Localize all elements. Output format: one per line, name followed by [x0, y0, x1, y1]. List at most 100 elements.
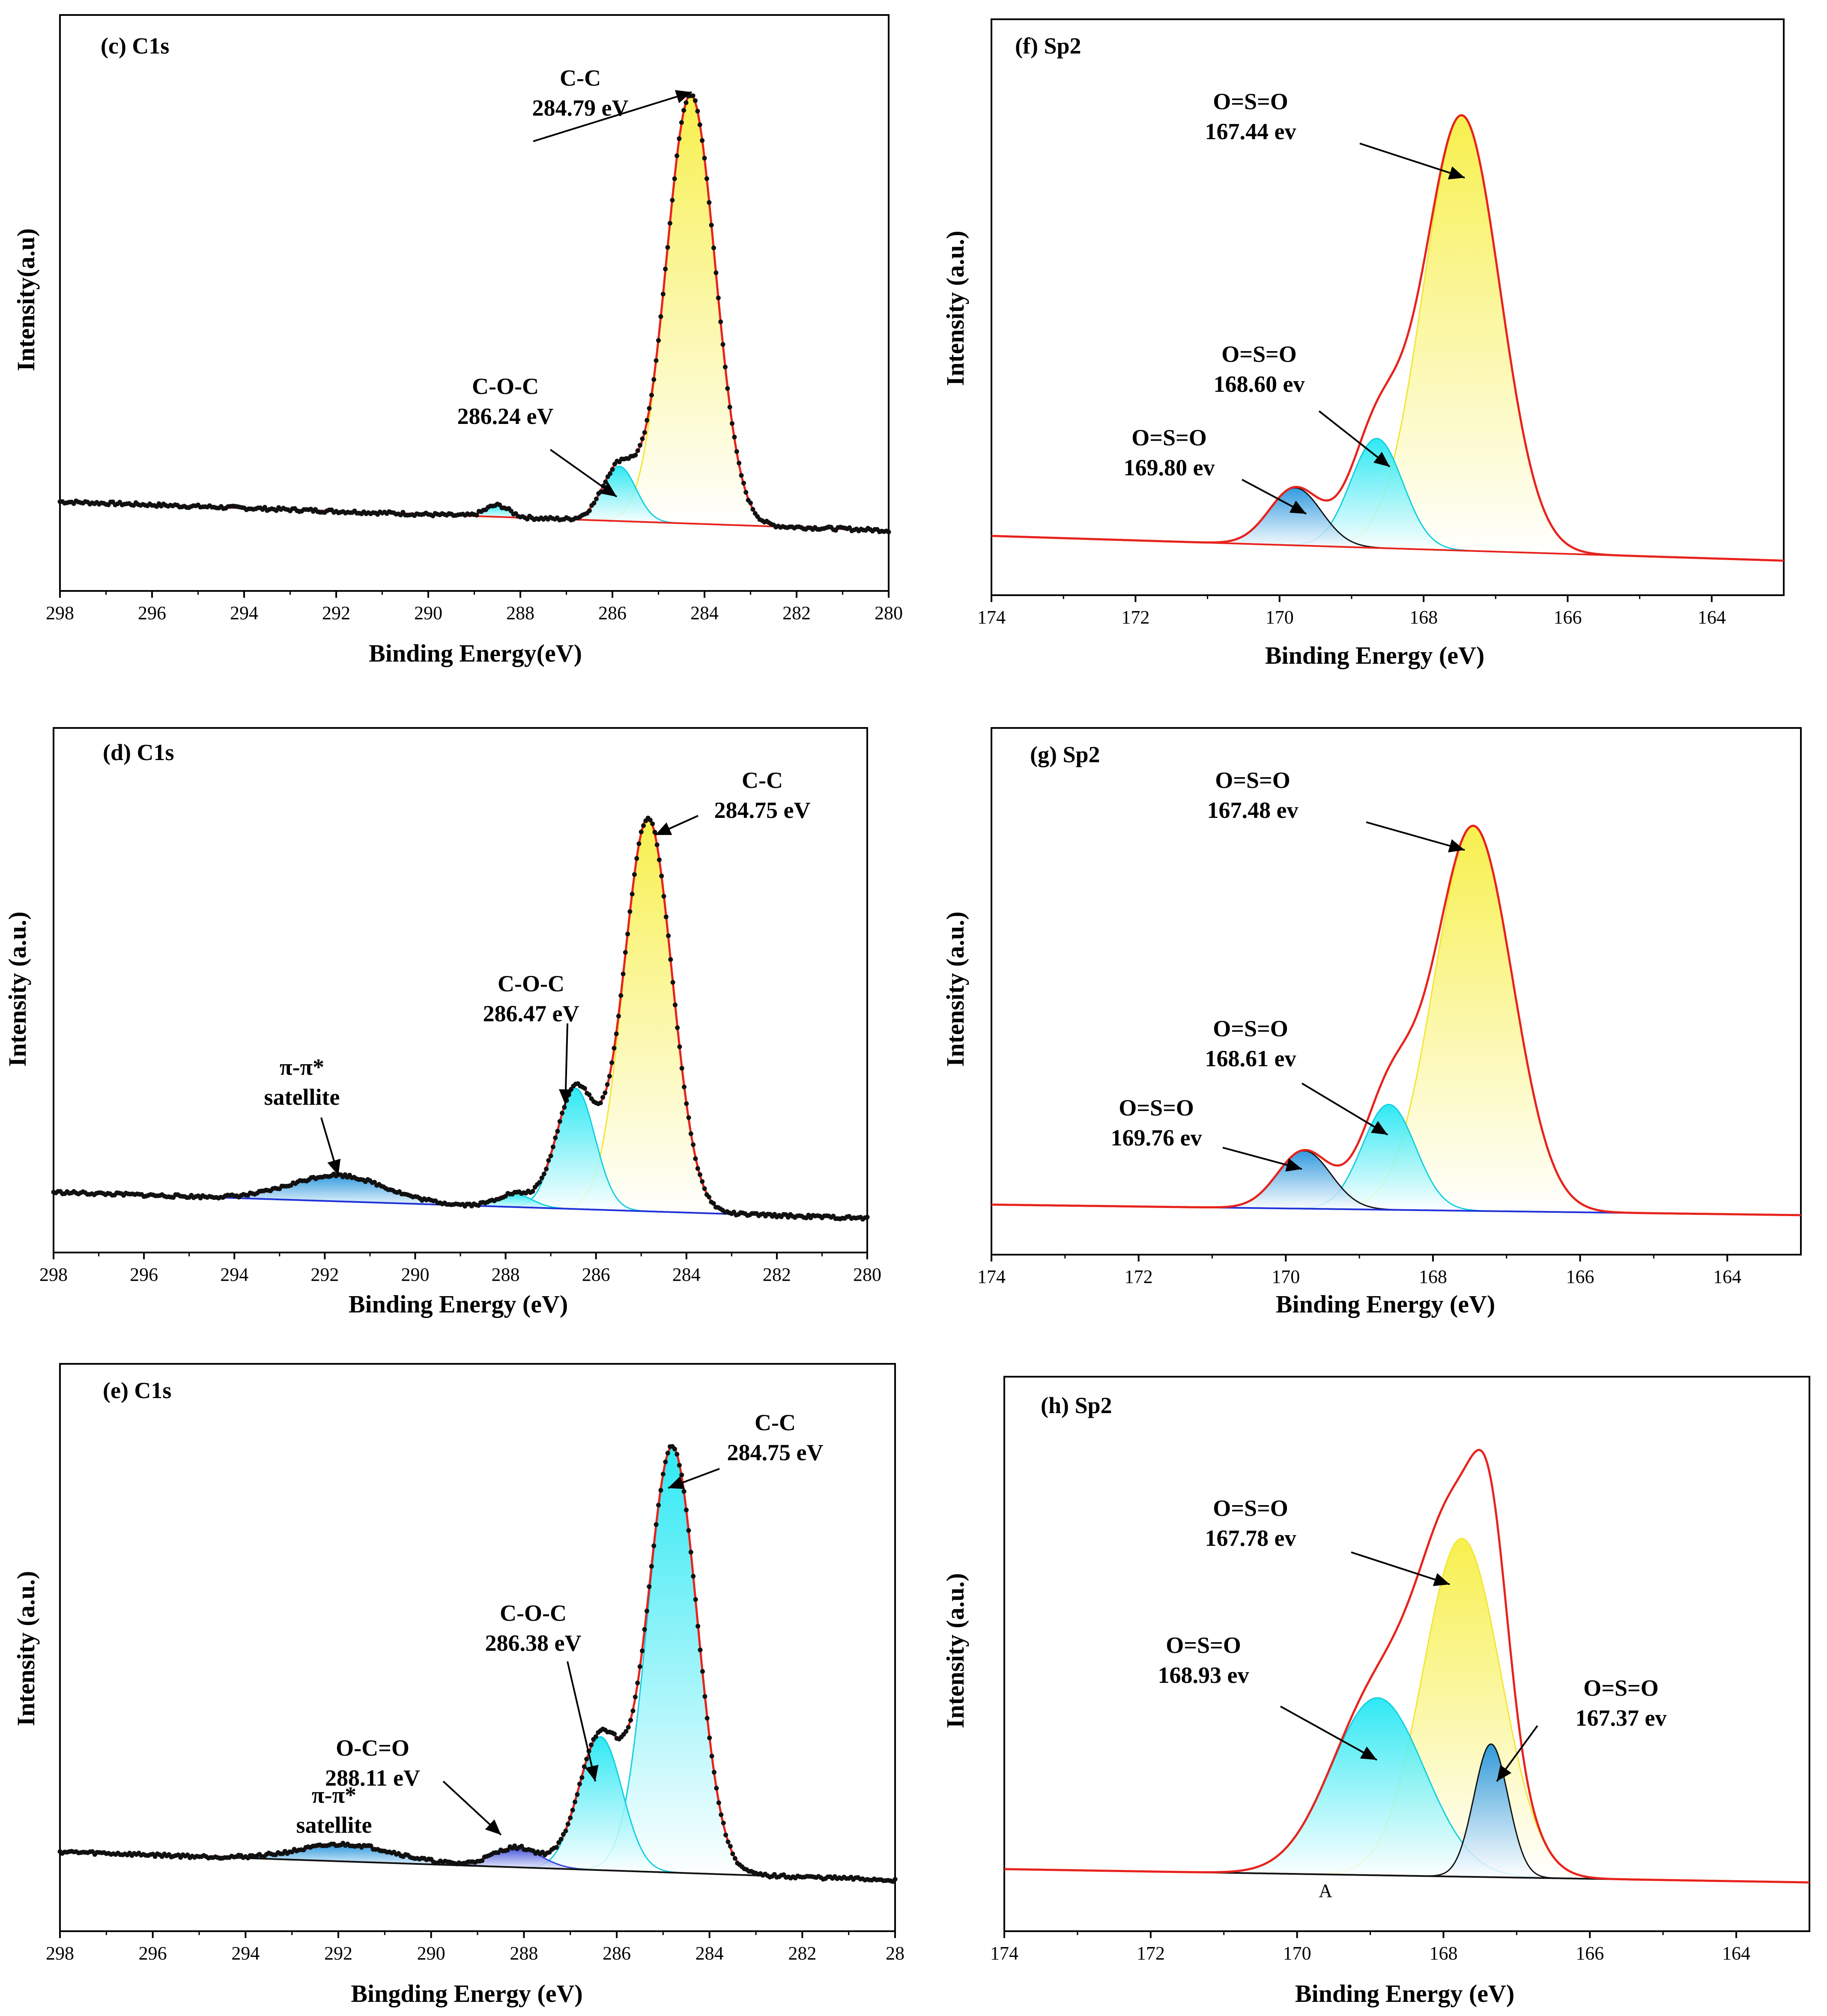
annotation-arrow-g: [1301, 1083, 1388, 1136]
x-tick-label-c: 282: [782, 602, 811, 623]
data-point: [697, 1172, 702, 1177]
data-point: [474, 513, 479, 518]
data-point: [634, 856, 639, 861]
peak-energy-h: 167.78 ev: [1205, 1525, 1296, 1551]
x-axis-label-c: Binding Energy(eV): [369, 639, 582, 667]
x-tick-label-e: 282: [788, 1943, 816, 1964]
data-point: [660, 1472, 666, 1476]
data-point: [505, 1848, 510, 1852]
x-tick-label-d: 284: [672, 1264, 701, 1285]
data-point: [695, 1166, 700, 1171]
peak-energy-g: 169.76 ev: [1111, 1125, 1202, 1151]
data-point: [675, 153, 679, 158]
data-point: [658, 314, 663, 319]
data-point: [737, 461, 742, 465]
data-point: [563, 1828, 568, 1834]
data-point: [598, 489, 603, 494]
peak-label-e: π-π*: [312, 1782, 356, 1808]
x-tick-label-c: 286: [598, 602, 627, 623]
data-point: [627, 909, 633, 914]
x-tick-label-e: 294: [231, 1943, 260, 1964]
data-point: [561, 1832, 566, 1837]
peak-label-d: π-π*: [280, 1054, 324, 1080]
x-tick-label-f: 166: [1553, 607, 1582, 628]
data-point: [707, 1195, 712, 1199]
data-point: [573, 1799, 577, 1804]
x-tick-label-e: 288: [510, 1943, 538, 1964]
data-point: [725, 1839, 731, 1844]
data-point: [635, 1680, 640, 1685]
data-point: [702, 1186, 707, 1191]
peak-energy-c: 286.24 eV: [457, 403, 554, 429]
data-point: [732, 435, 737, 440]
x-tick-label-e: 290: [417, 1943, 445, 1964]
data-point: [734, 449, 739, 454]
data-point: [575, 1792, 580, 1797]
x-tick-label-h: 166: [1576, 1943, 1604, 1964]
data-point: [262, 505, 267, 510]
data-point: [700, 138, 705, 143]
data-point: [632, 872, 637, 877]
data-point: [541, 1172, 546, 1177]
y-axis-label-g: Intensity (a.u.): [941, 912, 969, 1067]
y-axis-label-h: Intensity (a.u.): [941, 1573, 969, 1729]
data-point: [739, 473, 744, 478]
experimental-points-d: [51, 815, 870, 1222]
data-point: [557, 1119, 562, 1124]
data-point: [665, 1450, 670, 1455]
data-point: [688, 1131, 693, 1136]
data-point: [626, 1725, 631, 1730]
data-point: [728, 1844, 733, 1849]
panel-title-g: (g) Sp2: [1030, 742, 1100, 767]
x-tick-label-g: 170: [1272, 1266, 1300, 1287]
data-point: [565, 1822, 570, 1827]
x-tick-label-d: 294: [220, 1264, 248, 1285]
data-point: [642, 1627, 647, 1632]
data-point: [707, 200, 712, 205]
data-point: [519, 1843, 524, 1849]
data-point: [700, 1669, 705, 1674]
data-point: [582, 1086, 587, 1091]
data-point: [623, 950, 628, 955]
peak-energy-e: 284.75 eV: [727, 1440, 824, 1465]
data-point: [716, 295, 721, 301]
data-point: [480, 1858, 485, 1863]
data-point: [654, 842, 660, 847]
x-tick-label-h: 174: [990, 1943, 1018, 1964]
data-point: [702, 1694, 708, 1699]
data-point: [743, 490, 749, 495]
data-point: [702, 155, 707, 161]
peak-energy-h: 167.37 ev: [1576, 1705, 1667, 1731]
data-point: [679, 120, 684, 125]
data-point: [667, 221, 672, 226]
peak-label-d: C-O-C: [498, 971, 564, 996]
data-point: [553, 1135, 558, 1140]
envelope-d: [53, 817, 868, 1220]
x-tick-label-g: 164: [1713, 1266, 1741, 1287]
x-tick-label-c: 296: [138, 602, 166, 623]
data-point: [666, 933, 671, 938]
data-point: [697, 122, 702, 127]
data-point: [686, 1115, 691, 1120]
data-point: [587, 508, 592, 513]
panel-e: 298 296 294 292 290 288 286 284 282 28 Bingding En…: [12, 1363, 905, 2007]
data-point: [886, 529, 891, 534]
data-point: [603, 479, 608, 484]
x-tick-label-g: 166: [1566, 1266, 1594, 1287]
data-point: [730, 421, 734, 426]
data-point: [720, 342, 725, 347]
data-point: [651, 1543, 657, 1548]
data-point: [548, 1153, 553, 1158]
data-point: [651, 377, 657, 382]
data-point: [577, 1781, 582, 1786]
x-tick-label-e: 298: [46, 1943, 74, 1964]
data-point: [546, 1158, 551, 1163]
data-point: [658, 1488, 663, 1493]
fit-peak-c-0: [563, 94, 819, 529]
data-point: [591, 501, 597, 506]
peak-label-f: O=S=O: [1213, 89, 1288, 114]
data-point: [625, 931, 630, 936]
data-point: [630, 892, 635, 897]
data-point: [633, 1694, 638, 1700]
data-point: [691, 1574, 696, 1579]
